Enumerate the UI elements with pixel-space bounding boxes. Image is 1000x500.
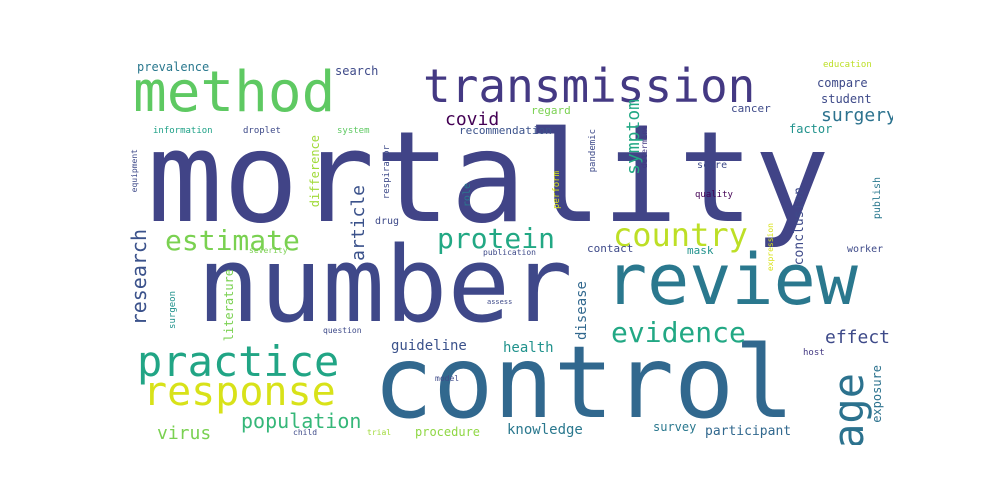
word-literature: literature — [222, 269, 236, 342]
word-transmission: transmission — [423, 59, 756, 113]
word-trial: trial — [367, 428, 392, 437]
word-pandemic: pandemic — [588, 129, 598, 173]
word-mask: mask — [687, 244, 714, 257]
word-exposure: exposure — [870, 365, 884, 423]
word-estimate: estimate — [165, 224, 300, 257]
word-perform: perform — [552, 171, 562, 209]
word-mortality: mortality — [147, 104, 830, 251]
word-question: question — [323, 326, 362, 335]
word-droplet: droplet — [243, 126, 281, 136]
word-quality: quality — [695, 190, 733, 200]
word-respirator: respirator — [382, 145, 392, 200]
word-age: age — [824, 373, 873, 445]
word-system: system — [337, 126, 370, 136]
word-regard: regard — [531, 104, 571, 117]
word-expression: expression — [766, 223, 775, 272]
word-severity: severity — [249, 246, 288, 255]
word-article: article — [348, 185, 369, 261]
word-participant: participant — [705, 424, 792, 439]
word-surgery: surgery — [821, 105, 893, 126]
word-education: education — [823, 60, 872, 70]
word-cloud: mortality number control review method t… — [125, 55, 893, 445]
word-recommendation: recommendation — [459, 124, 552, 137]
word-virus: virus — [157, 423, 212, 444]
word-compare: compare — [817, 76, 868, 90]
word-publication: publication — [483, 248, 536, 257]
word-child: child — [293, 428, 318, 437]
word-worker: worker — [847, 244, 884, 255]
word-practice: practice — [137, 337, 340, 386]
word-surgeon: surgeon — [168, 291, 178, 329]
word-research: research — [127, 229, 151, 326]
word-score: score — [697, 160, 728, 171]
word-response: response — [143, 369, 336, 415]
word-difference: difference — [308, 135, 322, 208]
word-host: host — [803, 348, 825, 358]
word-protein: protein — [437, 222, 556, 255]
word-review: review — [605, 239, 858, 321]
word-conclusion: conclusion — [792, 187, 807, 266]
word-contact: contact — [587, 242, 634, 255]
word-information: information — [153, 126, 213, 136]
word-student: student — [821, 92, 872, 106]
word-population: population — [241, 409, 362, 433]
word-survey: survey — [653, 420, 697, 434]
word-method: method — [133, 60, 336, 125]
word-guideline: guideline — [391, 338, 467, 354]
word-role: role — [462, 183, 473, 208]
word-drug: drug — [375, 216, 400, 227]
word-country: country — [613, 216, 748, 254]
word-cancer: cancer — [731, 102, 771, 115]
word-control: control — [373, 324, 795, 441]
word-effect: effect — [825, 327, 891, 348]
word-evidence: evidence — [611, 316, 746, 349]
word-prevalence: prevalence — [137, 60, 210, 74]
word-search: search — [335, 64, 379, 78]
word-knowledge: knowledge — [507, 422, 583, 438]
word-number: number — [197, 224, 573, 346]
word-publish: publish — [872, 177, 883, 220]
word-covid: covid — [445, 109, 500, 130]
word-procedure: procedure — [415, 425, 481, 439]
word-equipment: equipment — [130, 149, 139, 193]
word-disease: disease — [574, 281, 590, 341]
word-model: model — [435, 374, 460, 383]
word-factor: factor — [789, 122, 833, 136]
word-assess: assess — [487, 298, 513, 306]
word-health: health — [503, 340, 554, 356]
word-determine: determine — [640, 125, 649, 169]
